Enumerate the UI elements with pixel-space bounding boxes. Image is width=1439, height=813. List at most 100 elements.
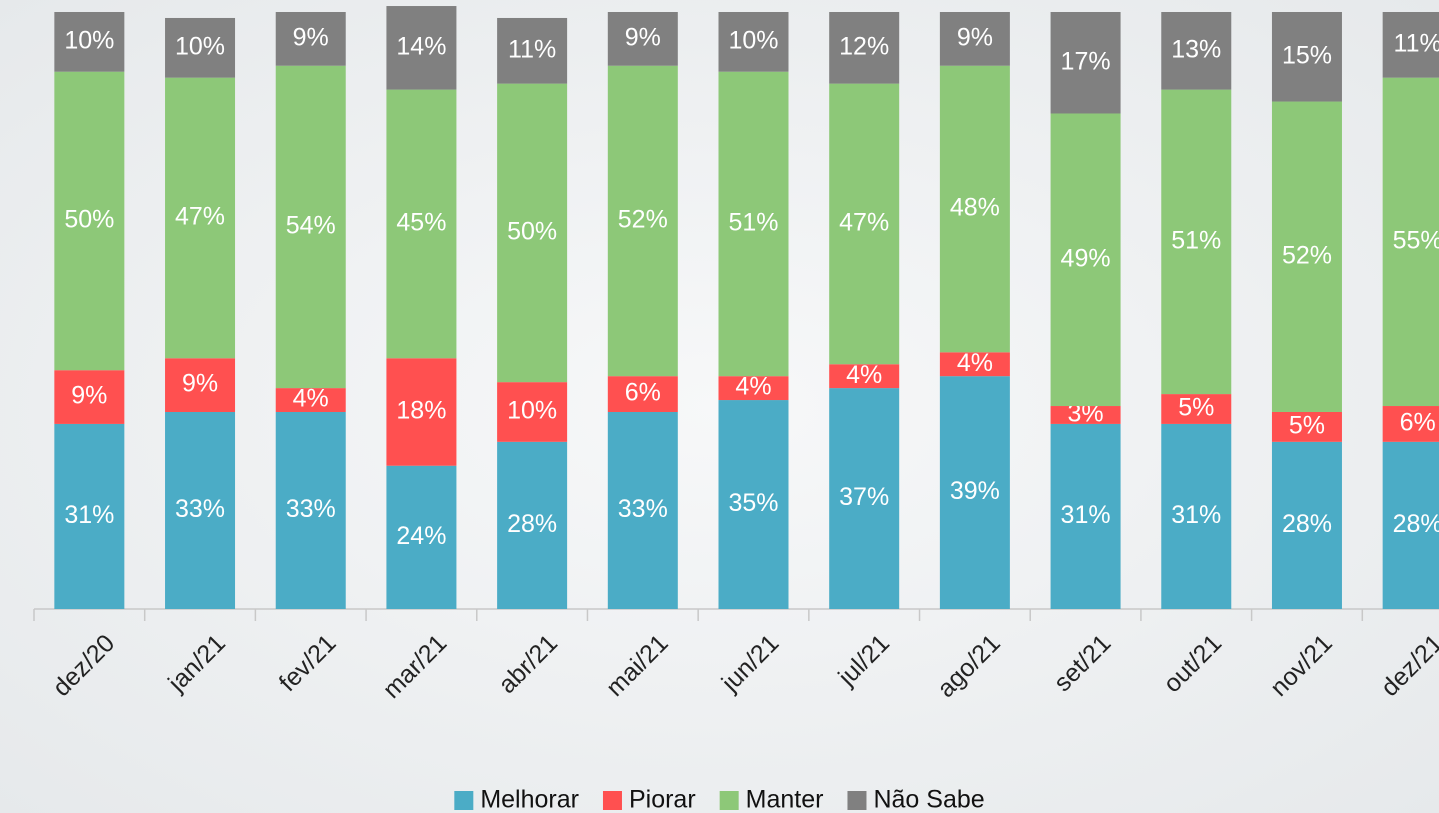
data-label: 50%: [507, 217, 557, 245]
bar-segment: [718, 376, 789, 401]
bar-segment: [1271, 411, 1342, 442]
data-label: 4%: [957, 349, 993, 377]
bar-segment: [165, 77, 236, 359]
bar-segment: [939, 376, 1010, 609]
x-tick-label: mai/21: [601, 629, 674, 702]
bar-segment: [1161, 423, 1232, 609]
bar-segment: [718, 400, 789, 609]
data-label: 13%: [1171, 35, 1221, 63]
data-label: 54%: [286, 212, 336, 240]
bar-segment: [386, 89, 457, 359]
data-label: 33%: [618, 495, 668, 523]
bar-segment: [497, 83, 568, 383]
bar-segment: [1161, 12, 1232, 90]
data-label: 9%: [625, 23, 661, 51]
bar-segment: [1050, 423, 1121, 609]
bar-segment: [275, 411, 346, 609]
bar-segment: [165, 411, 236, 609]
data-label: 51%: [728, 209, 778, 237]
data-label: 6%: [625, 379, 661, 407]
data-label: 4%: [846, 361, 882, 389]
x-tick-label: jan/21: [162, 629, 231, 698]
data-label: 10%: [507, 397, 557, 425]
bar-segment: [54, 370, 125, 424]
data-label: 4%: [735, 373, 771, 401]
bar-segment: [54, 12, 125, 72]
bar-segment: [1382, 441, 1439, 609]
data-label: 5%: [1289, 412, 1325, 440]
data-label: 35%: [728, 489, 778, 517]
bar-segment: [939, 12, 1010, 66]
bar-segment: [1382, 12, 1439, 78]
bar-segment: [1271, 101, 1342, 412]
data-label: 9%: [957, 23, 993, 51]
x-tick-label: nov/21: [1265, 629, 1338, 702]
data-label: 28%: [1393, 510, 1439, 538]
bar-segment: [607, 411, 678, 609]
bar-segment: [829, 12, 900, 84]
bar-segment: [718, 71, 789, 377]
data-label: 47%: [175, 203, 225, 231]
bar-segment: [1161, 394, 1232, 424]
x-tick-label: jul/21: [832, 629, 895, 692]
bar-segment: [939, 352, 1010, 377]
bar-segment: [829, 388, 900, 609]
data-label: 31%: [1171, 501, 1221, 529]
bar-segment: [1382, 406, 1439, 442]
data-label: 52%: [618, 206, 668, 234]
data-label: 10%: [64, 26, 114, 54]
bar-segment: [386, 358, 457, 466]
bar-segment: [607, 65, 678, 377]
data-label: 5%: [1178, 394, 1214, 422]
bar-segment: [939, 65, 1010, 353]
data-label: 10%: [175, 32, 225, 60]
bar-segment: [165, 17, 236, 78]
bar-segment: [718, 12, 789, 72]
bar-segment: [829, 83, 900, 365]
data-label: 49%: [1061, 244, 1111, 272]
data-label: 45%: [396, 209, 446, 237]
data-label: 55%: [1393, 226, 1439, 254]
data-label: 12%: [839, 32, 889, 60]
bar-segment: [165, 358, 236, 412]
bar-segment: [1050, 12, 1121, 114]
x-tick-label: dez/21: [1376, 629, 1439, 702]
x-tick-label: abr/21: [493, 629, 563, 699]
bar-segment: [1271, 441, 1342, 609]
legend-swatch: [847, 791, 867, 810]
data-label: 28%: [1282, 510, 1332, 538]
data-label: 18%: [396, 397, 446, 425]
bar-segment: [607, 12, 678, 66]
bar-segment: [275, 65, 346, 389]
bar-segment: [386, 465, 457, 609]
data-label: 17%: [1061, 47, 1111, 75]
data-label: 9%: [182, 370, 218, 398]
bar-segment: [1382, 77, 1439, 407]
data-label: 4%: [293, 385, 329, 413]
bar-segment: [275, 12, 346, 66]
data-label: 33%: [175, 495, 225, 523]
bar-segment: [386, 6, 457, 90]
data-label: 50%: [64, 206, 114, 234]
legend-swatch: [719, 791, 739, 810]
data-label: 11%: [508, 35, 556, 63]
bar-segment: [497, 382, 568, 442]
bar-segment: [1271, 12, 1342, 102]
x-tick-label: mar/21: [378, 629, 453, 704]
legend-label: Manter: [746, 786, 824, 813]
x-tick-label: dez/20: [47, 629, 120, 702]
data-label: 28%: [507, 510, 557, 538]
legend-swatch: [602, 791, 622, 810]
bar-segment: [497, 441, 568, 609]
data-label: 15%: [1282, 41, 1332, 69]
bar-segment: [607, 376, 678, 412]
legend-label: Não Sabe: [873, 786, 984, 813]
bar-segment: [54, 71, 125, 371]
data-label: 51%: [1171, 226, 1221, 254]
x-tick-label: fev/21: [274, 629, 342, 697]
bar-segment: [54, 423, 125, 609]
data-label: 10%: [728, 26, 778, 54]
x-tick-label: jun/21: [716, 629, 785, 698]
legend-label: Piorar: [629, 786, 696, 813]
